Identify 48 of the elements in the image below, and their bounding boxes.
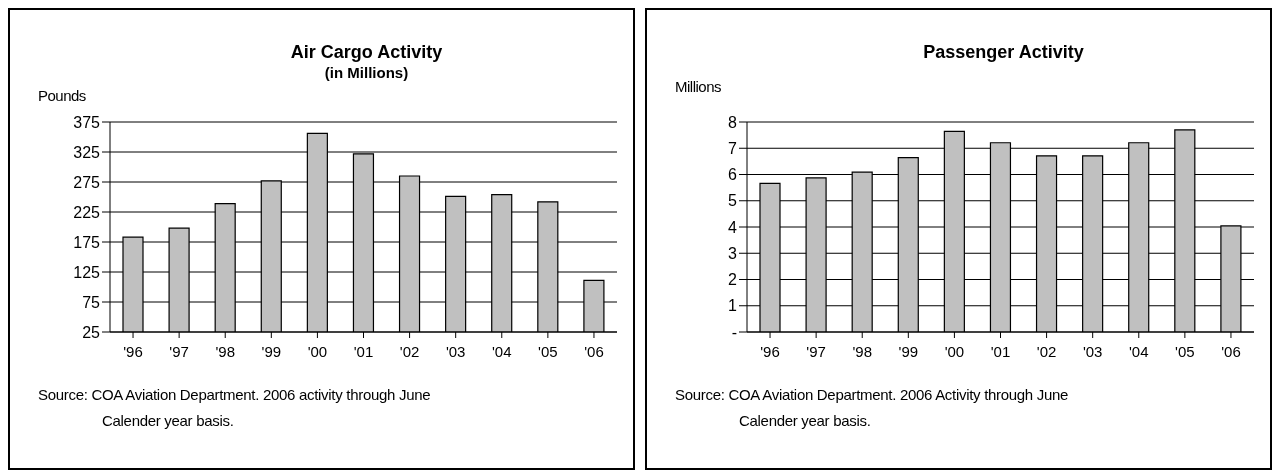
source-note: Source: COA Aviation Department. 2006 activity through June [38,386,431,403]
y-tick-label: 275 [73,173,101,191]
y-tick-label: 125 [73,263,101,281]
y-tick-label: 175 [73,233,101,251]
x-tick-label: '96 [123,342,143,360]
x-tick-label: '06 [1221,342,1241,360]
text: Calender year basis. [739,412,871,429]
y-tick-label: 6 [728,166,738,184]
chart-subtitle: (in Millions) [323,64,410,81]
y-tick-label: 8 [728,113,738,131]
chart-title: Air Cargo Activity [289,42,444,63]
y-tick-label: 75 [82,293,101,311]
x-tick-label: '00 [307,342,328,360]
x-tick-label: '05 [538,342,558,360]
x-tick-label: '97 [806,342,826,360]
x-tick-label: '97 [169,342,189,360]
x-tick-label: '98 [215,342,236,360]
x-tick-label: '00 [944,342,965,360]
source-note: Source: COA Aviation Department. 2006 Activity through June [675,386,1069,403]
y-tick-label: 3 [728,244,738,262]
chart-title: Passenger Activity [922,42,1085,63]
y-tick-label: 225 [73,203,101,221]
x-tick-label: '06 [584,342,604,360]
x-tick-label: '99 [261,342,282,360]
x-tick-label: '02 [1036,342,1057,360]
y-axis-title: Pounds [38,87,86,104]
y-tick-label: 2 [728,271,738,289]
x-tick-label: '99 [898,342,919,360]
y-tick-label: 5 [728,192,738,210]
x-tick-label: '01 [353,342,374,360]
y-tick-label: 25 [82,323,101,341]
x-tick-label: '98 [852,342,873,360]
x-tick-label: '04 [1128,342,1149,360]
text: Calender year basis. [102,412,234,429]
y-tick-label: 7 [728,139,738,157]
y-tick-label: 325 [73,143,101,161]
x-tick-label: '01 [990,342,1011,360]
x-tick-label: '03 [445,342,466,360]
x-tick-label: '96 [760,342,780,360]
y-tick-label: - [731,323,737,341]
x-tick-label: '05 [1175,342,1195,360]
y-tick-label: 4 [728,218,738,236]
x-tick-label: '03 [1082,342,1103,360]
x-tick-label: '04 [491,342,512,360]
y-axis-title: Millions [675,78,722,95]
x-tick-label: '02 [399,342,420,360]
y-tick-label: 375 [73,113,101,131]
y-tick-label: 1 [728,297,738,315]
